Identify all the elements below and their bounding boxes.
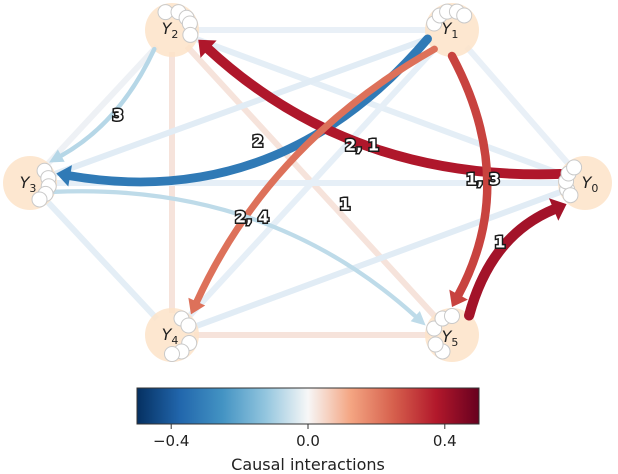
edge-label-y2-y3: 3 bbox=[112, 106, 123, 125]
edge-ports bbox=[31, 3, 583, 362]
port-circle bbox=[180, 317, 197, 334]
node-labels: Y0 Y1 Y2 Y3 Y4 Y5 bbox=[20, 19, 599, 349]
edge-label-y1-y4: 1 bbox=[339, 195, 350, 214]
port-circle bbox=[456, 7, 473, 24]
edge-label-y3-y5: 2, 4 bbox=[235, 208, 269, 227]
edge-y0-y2 bbox=[203, 44, 566, 180]
port-circle bbox=[562, 187, 579, 204]
background-edge bbox=[184, 44, 440, 321]
causal-edges bbox=[49, 34, 567, 326]
edge-label-y0-y2: 2, 1 bbox=[345, 136, 379, 155]
arrowhead-y0-y2 bbox=[198, 39, 217, 58]
colorbar-title: Causal interactions bbox=[231, 455, 385, 474]
colorbar: −0.4 0.0 0.4 Causal interactions bbox=[136, 387, 480, 474]
arrowhead-y2-y3 bbox=[49, 149, 65, 163]
port-circle bbox=[444, 308, 460, 324]
port-circle bbox=[182, 26, 199, 43]
edge-label-y1-y3: 2 bbox=[252, 132, 263, 151]
edge-label-y1-y5: 1, 3 bbox=[466, 170, 500, 189]
colorbar-tick-label: 0.4 bbox=[433, 432, 457, 450]
edge-y5-y0 bbox=[464, 204, 559, 321]
edge-label-y5-y0: 1 bbox=[494, 233, 505, 252]
background-edge bbox=[42, 44, 160, 169]
edge-y1-y5 bbox=[447, 51, 492, 299]
edge-y3-y5 bbox=[52, 189, 418, 319]
node-label-y3: Y3 bbox=[20, 173, 37, 195]
background-edge bbox=[191, 187, 566, 331]
node-label-y2: Y2 bbox=[162, 19, 179, 41]
edge-y1-y4 bbox=[193, 45, 438, 306]
edge-labels: 2 2, 1 1, 3 1 1 3 2, 4 bbox=[111, 104, 507, 253]
node-label-y1: Y1 bbox=[442, 19, 459, 41]
edge-y2-y3 bbox=[59, 46, 157, 158]
port-circle bbox=[427, 336, 444, 353]
colorbar-gradient bbox=[136, 387, 480, 425]
port-circle bbox=[31, 191, 48, 208]
arrowhead-y1-y4 bbox=[188, 297, 206, 315]
arrowhead-y1-y5 bbox=[449, 289, 468, 307]
port-circle bbox=[566, 159, 583, 176]
port-circle bbox=[164, 346, 180, 362]
arrowhead-y5-y0 bbox=[548, 198, 567, 221]
node-label-y0: Y0 bbox=[582, 173, 599, 195]
colorbar-ticks: −0.4 0.0 0.4 bbox=[153, 424, 457, 450]
node-label-y4: Y4 bbox=[162, 325, 179, 347]
node-label-y5: Y5 bbox=[442, 327, 459, 349]
arrowhead-y1-y3 bbox=[56, 165, 72, 187]
background-edge bbox=[49, 34, 433, 179]
arrowhead-y3-y5 bbox=[410, 311, 426, 326]
background-edge bbox=[42, 197, 160, 321]
colorbar-tick-label: 0.0 bbox=[296, 432, 320, 450]
background-edge bbox=[464, 44, 573, 169]
colorbar-tick-label: −0.4 bbox=[153, 432, 189, 450]
